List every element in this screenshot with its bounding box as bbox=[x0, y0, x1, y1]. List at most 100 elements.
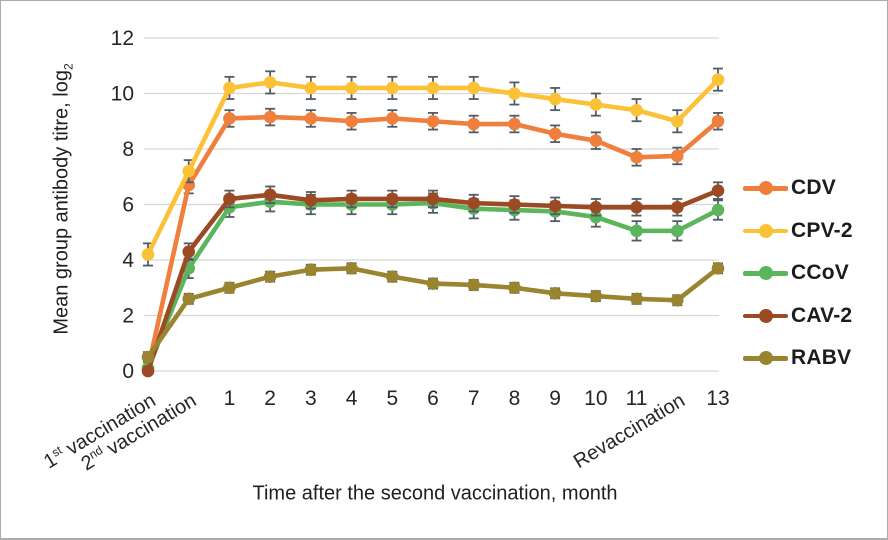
data-point-marker bbox=[711, 262, 725, 275]
legend-marker-icon bbox=[759, 223, 773, 238]
y-tick-label: 0 bbox=[122, 360, 134, 383]
data-point-marker bbox=[548, 92, 562, 106]
data-point-marker bbox=[345, 192, 358, 206]
legend-item-cpv-2: CPV-2 bbox=[743, 210, 853, 253]
x-tick-label: 5 bbox=[386, 387, 398, 410]
data-point-marker bbox=[630, 224, 643, 238]
data-point-marker bbox=[589, 134, 603, 147]
legend-marker-icon bbox=[759, 266, 773, 281]
data-point-marker bbox=[508, 198, 521, 211]
data-point-marker bbox=[711, 114, 725, 128]
data-point-marker bbox=[467, 196, 481, 210]
data-point-marker bbox=[223, 281, 236, 295]
data-point-marker bbox=[385, 81, 399, 95]
x-tick-label: 8 bbox=[509, 387, 521, 410]
data-point-marker bbox=[345, 81, 358, 95]
series-rabv bbox=[141, 262, 725, 364]
legend-label: CAV-2 bbox=[791, 303, 853, 327]
legend-swatch bbox=[743, 351, 788, 366]
y-tick-label: 6 bbox=[122, 194, 134, 217]
y-tick-label: 4 bbox=[122, 249, 134, 272]
data-point-marker bbox=[508, 117, 521, 131]
data-point-marker bbox=[711, 73, 725, 86]
data-point-marker bbox=[304, 112, 318, 125]
data-point-marker bbox=[426, 81, 440, 95]
data-point-marker bbox=[548, 127, 562, 141]
data-point-marker bbox=[141, 364, 155, 378]
data-point-marker bbox=[548, 287, 562, 300]
data-point-marker bbox=[385, 112, 399, 125]
data-point-marker bbox=[630, 151, 643, 164]
x-tick-label: 13 bbox=[706, 387, 729, 410]
data-point-marker bbox=[182, 245, 196, 258]
data-point-marker bbox=[263, 188, 277, 202]
data-point-marker bbox=[548, 199, 562, 213]
legend-swatch bbox=[743, 223, 788, 238]
data-point-marker bbox=[263, 270, 277, 283]
legend-marker-icon bbox=[759, 351, 773, 366]
data-point-marker bbox=[711, 203, 725, 217]
x-tick-label: 3 bbox=[305, 387, 317, 410]
data-point-marker bbox=[711, 184, 725, 197]
legend: CDV CPV-2 CCoV CAV-2 RABV bbox=[743, 167, 853, 380]
data-point-marker bbox=[141, 350, 155, 364]
data-point-marker bbox=[670, 200, 684, 214]
legend-label: RABV bbox=[791, 346, 852, 370]
data-point-marker bbox=[141, 248, 155, 261]
data-point-marker bbox=[630, 200, 643, 214]
legend-item-ccov: CCoV bbox=[743, 252, 853, 295]
legend-item-cav-2: CAV-2 bbox=[743, 295, 853, 338]
legend-marker-icon bbox=[759, 181, 773, 196]
y-tick-label: 8 bbox=[122, 138, 134, 161]
legend-marker-icon bbox=[759, 308, 773, 323]
y-tick-label: 2 bbox=[122, 305, 134, 328]
data-point-marker bbox=[385, 270, 399, 283]
data-point-marker bbox=[385, 192, 399, 206]
data-point-marker bbox=[182, 292, 196, 306]
x-tick-label: 10 bbox=[584, 387, 607, 410]
data-point-marker bbox=[670, 224, 684, 238]
legend-swatch bbox=[743, 181, 788, 196]
data-point-marker bbox=[467, 278, 481, 292]
y-axis-title: Mean group antibody titre, log2 bbox=[51, 63, 76, 334]
x-tick-label: 9 bbox=[549, 387, 561, 410]
data-point-marker bbox=[426, 277, 440, 290]
data-point-marker bbox=[670, 293, 684, 307]
data-point-marker bbox=[182, 164, 196, 178]
data-point-marker bbox=[426, 114, 440, 128]
data-point-marker bbox=[263, 110, 277, 124]
y-axis-title-subscript: 2 bbox=[61, 63, 76, 71]
y-axis-ticks-group: 0 2 4 6 8 10 12 bbox=[111, 27, 135, 383]
data-point-marker bbox=[223, 192, 236, 206]
legend-label: CCoV bbox=[791, 261, 849, 285]
data-point-marker bbox=[223, 112, 236, 125]
data-point-marker bbox=[304, 194, 318, 207]
data-point-marker bbox=[263, 76, 277, 89]
data-point-marker bbox=[589, 289, 603, 303]
data-point-marker bbox=[670, 114, 684, 128]
data-point-marker bbox=[589, 98, 603, 111]
data-point-marker bbox=[508, 281, 521, 295]
legend-item-cdv: CDV bbox=[743, 167, 853, 210]
legend-label: CPV-2 bbox=[791, 218, 853, 242]
x-tick-label: 7 bbox=[468, 387, 480, 410]
data-point-marker bbox=[304, 81, 318, 95]
y-tick-label: 12 bbox=[111, 27, 134, 50]
y-tick-label: 10 bbox=[111, 83, 134, 106]
series-cpv-2 bbox=[141, 67, 725, 267]
legend-label: CDV bbox=[791, 176, 836, 200]
x-tick-label: 1 bbox=[224, 387, 236, 410]
data-point-marker bbox=[630, 292, 643, 306]
x-tick-label: 11 bbox=[626, 387, 648, 410]
x-axis-title: Time after the second vaccination, month bbox=[252, 482, 618, 505]
data-point-marker bbox=[223, 81, 236, 95]
legend-swatch bbox=[743, 308, 788, 323]
data-point-marker bbox=[508, 87, 521, 100]
data-point-marker bbox=[670, 149, 684, 163]
data-point-marker bbox=[345, 114, 358, 128]
data-point-marker bbox=[467, 81, 481, 95]
x-tick-label: 6 bbox=[427, 387, 439, 410]
